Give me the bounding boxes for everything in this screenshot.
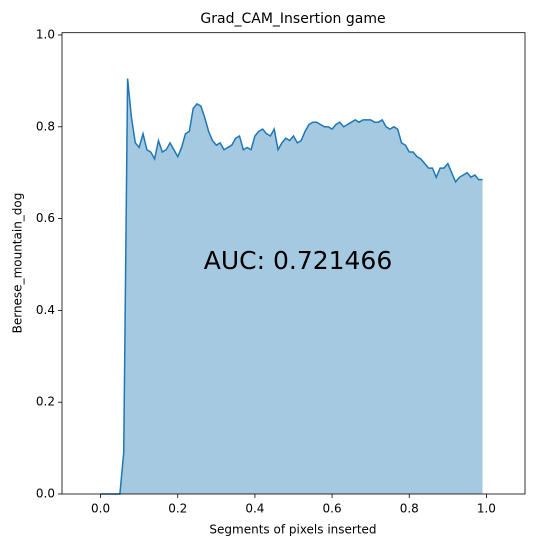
y-tick-label: 1.0 <box>36 27 55 41</box>
y-axis-label: Bernese_mountain_dog <box>11 193 25 334</box>
y-tick-label: 0.8 <box>36 119 55 133</box>
x-tick-label: 0.2 <box>168 502 187 516</box>
y-tick-label: 0.0 <box>36 487 55 501</box>
x-tick-label: 0.4 <box>245 502 264 516</box>
plot-frame <box>61 32 526 495</box>
annotation: AUC: 0.721466 <box>204 246 393 275</box>
x-tick-label: 0.8 <box>400 502 419 516</box>
line <box>100 78 483 495</box>
area <box>100 78 483 494</box>
chart-title: Grad_CAM_Insertion game <box>200 11 385 27</box>
x-tick-label: 0.6 <box>323 502 342 516</box>
x-tick-label: 0.0 <box>91 502 110 516</box>
y-tick-label: 0.2 <box>36 395 55 409</box>
x-axis-label: Segments of pixels inserted <box>209 523 376 537</box>
y-tick-label: 0.4 <box>36 303 55 317</box>
y-tick-label: 0.6 <box>36 211 55 225</box>
x-tick-label: 1.0 <box>477 502 496 516</box>
